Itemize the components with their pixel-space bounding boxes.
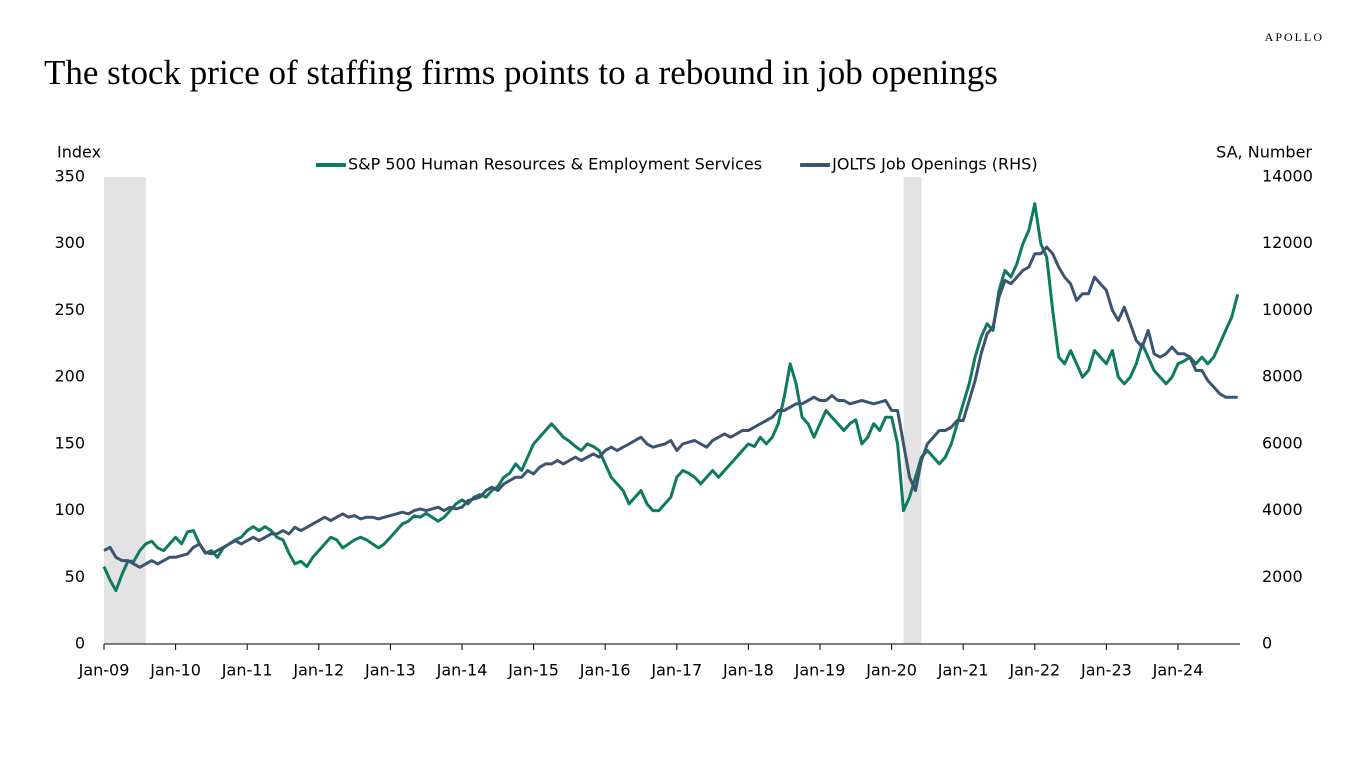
y-tick-label: 300	[54, 233, 85, 252]
y2-tick-label: 8000	[1262, 367, 1303, 386]
series-line	[102, 202, 1240, 593]
y2-tick-label: 6000	[1262, 433, 1303, 452]
legend-label: JOLTS Job Openings (RHS)	[831, 155, 1037, 174]
y-tick-label: 0	[75, 634, 85, 653]
x-tick-label: Jan-10	[149, 661, 201, 680]
y2-tick-label: 4000	[1262, 500, 1303, 519]
y2-tick-label: 12000	[1262, 233, 1313, 252]
recession-shade	[903, 177, 922, 644]
y2-tick-label: 10000	[1262, 300, 1313, 319]
y-tick-label: 50	[65, 567, 85, 586]
y-tick-label: 200	[54, 367, 85, 386]
x-tick-label: Jan-11	[221, 661, 273, 680]
series-line	[103, 245, 1238, 569]
x-tick-label: Jan-14	[436, 661, 488, 680]
y-tick-label: 150	[54, 433, 85, 452]
y-tick-label: 250	[54, 300, 85, 319]
y-tick-label: 350	[54, 167, 85, 186]
x-tick-label: Jan-22	[1008, 661, 1060, 680]
x-tick-label: Jan-23	[1080, 661, 1132, 680]
y2-tick-label: 0	[1262, 634, 1272, 653]
x-tick-label: Jan-15	[507, 661, 559, 680]
y-axis-label: Index	[57, 143, 101, 162]
recession-shade	[104, 177, 146, 644]
x-tick-label: Jan-16	[579, 661, 631, 680]
x-tick-label: Jan-18	[722, 661, 774, 680]
x-tick-label: Jan-09	[78, 661, 130, 680]
legend-label: S&P 500 Human Resources & Employment Ser…	[348, 155, 762, 174]
y-tick-label: 100	[54, 500, 85, 519]
x-tick-label: Jan-13	[364, 661, 416, 680]
x-tick-label: Jan-21	[937, 661, 989, 680]
y2-tick-label: 14000	[1262, 167, 1313, 186]
y2-tick-label: 2000	[1262, 567, 1303, 586]
x-tick-label: Jan-20	[865, 661, 917, 680]
x-tick-label: Jan-12	[292, 661, 344, 680]
x-tick-label: Jan-19	[794, 661, 846, 680]
x-tick-label: Jan-24	[1152, 661, 1204, 680]
x-tick-label: Jan-17	[650, 661, 702, 680]
chart-title: The stock price of staffing firms points…	[44, 53, 998, 92]
brand: APOLLO	[1265, 30, 1324, 44]
y2-axis-label: SA, Number	[1216, 143, 1312, 162]
